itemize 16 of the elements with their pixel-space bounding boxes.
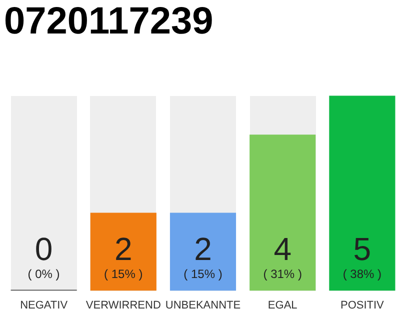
annotation: ( 15% ) xyxy=(184,266,222,281)
data-label: 2 xyxy=(114,230,132,267)
x-tick-label: UNBEKANNTE xyxy=(165,299,241,312)
data-label: 2 xyxy=(194,230,212,267)
annotation: ( 15% ) xyxy=(104,266,143,281)
annotation: ( 31% ) xyxy=(263,266,302,281)
x-tick-label: VERWIRREND xyxy=(86,299,161,312)
x-tick-label: POSITIV xyxy=(340,299,385,312)
x-tick-label: EGAL xyxy=(268,299,298,312)
annotation: ( 38% ) xyxy=(342,266,382,281)
data-label: 0 xyxy=(34,230,53,267)
chart-title: 0720117239 xyxy=(4,0,214,42)
x-tick-label: NEGATIV xyxy=(20,299,68,312)
data-label: 4 xyxy=(274,230,292,267)
annotation: ( 0% ) xyxy=(28,266,60,281)
data-label: 5 xyxy=(353,230,372,267)
